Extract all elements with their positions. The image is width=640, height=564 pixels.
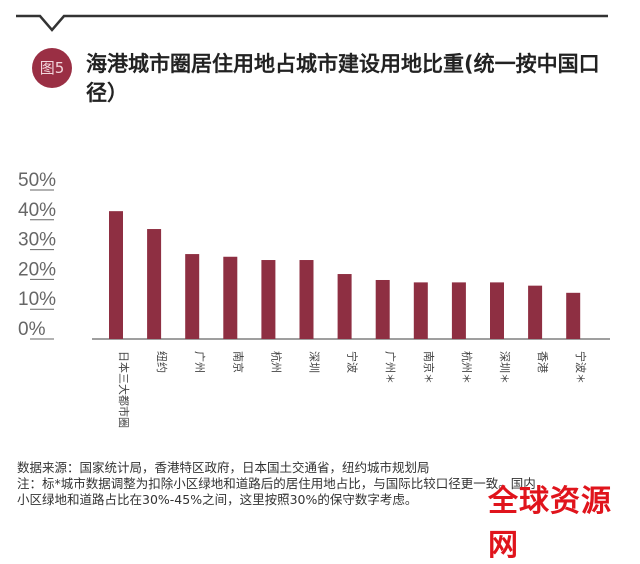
bar [413,282,428,339]
x-tick-label: 日本三大都市圈 [117,351,131,428]
y-tick-label: 30% [18,230,56,251]
x-tick-label: 香港 [536,351,549,373]
bar [261,260,276,339]
x-tick-label: 杭州 [269,351,283,373]
y-tick-label: 10% [18,289,56,310]
x-tick-label: 广州＊ [384,351,397,384]
bar [109,211,123,339]
notes: 数据来源：国家统计局，香港特区政府，日本国土交通省，纽约城市规划局 注：标*城市… [17,460,617,508]
y-tick-label: 50% [18,170,56,191]
bar [299,260,314,339]
x-tick-label: 广州 [193,351,206,373]
chart-title: 海港城市圈居住用地占城市建设用地比重(统一按中国口径） [86,52,600,105]
bar [566,292,581,339]
figure-badge: 图5 [32,48,72,88]
y-tick-label: 0% [18,319,46,340]
header-rule [16,14,608,32]
x-tick-label: 深圳 [308,351,321,373]
footnote-1: 注：标*城市数据调整为扣除小区绿地和道路后的居住用地占比，与国际比较口径更一致。… [17,476,536,491]
watermark-logo: 全球资源网 [488,484,612,563]
bar [223,256,238,339]
bar [451,282,466,339]
bar [375,279,390,339]
x-tick-label: 宁波＊ [574,351,588,384]
bar [528,285,543,339]
bar [185,254,200,339]
bar [337,274,352,339]
bar [147,229,162,339]
x-tick-label: 纽约 [155,351,169,373]
source-note: 数据来源：国家统计局，香港特区政府，日本国土交通省，纽约城市规划局 [17,460,430,475]
x-tick-label: 杭州＊ [460,351,474,384]
bar [490,282,504,339]
y-tick-label: 20% [18,259,56,280]
footnote-2: 小区绿地和道路占比在30%-45%之间，这里按照30%的保守数字考虑。 [17,492,418,507]
y-tick-label: 40% [18,200,56,221]
x-tick-label: 南京 [231,351,245,373]
x-tick-label: 南京＊ [422,351,436,384]
x-tick-label: 深圳＊ [498,351,511,384]
bar-chart: 0% 10% 20% 30% 40% 50% 日本三大都市圈 纽约 广州 南京 杭州 深圳 宁波 广州＊ 南… [18,170,610,428]
x-tick-label: 宁波 [346,351,360,373]
